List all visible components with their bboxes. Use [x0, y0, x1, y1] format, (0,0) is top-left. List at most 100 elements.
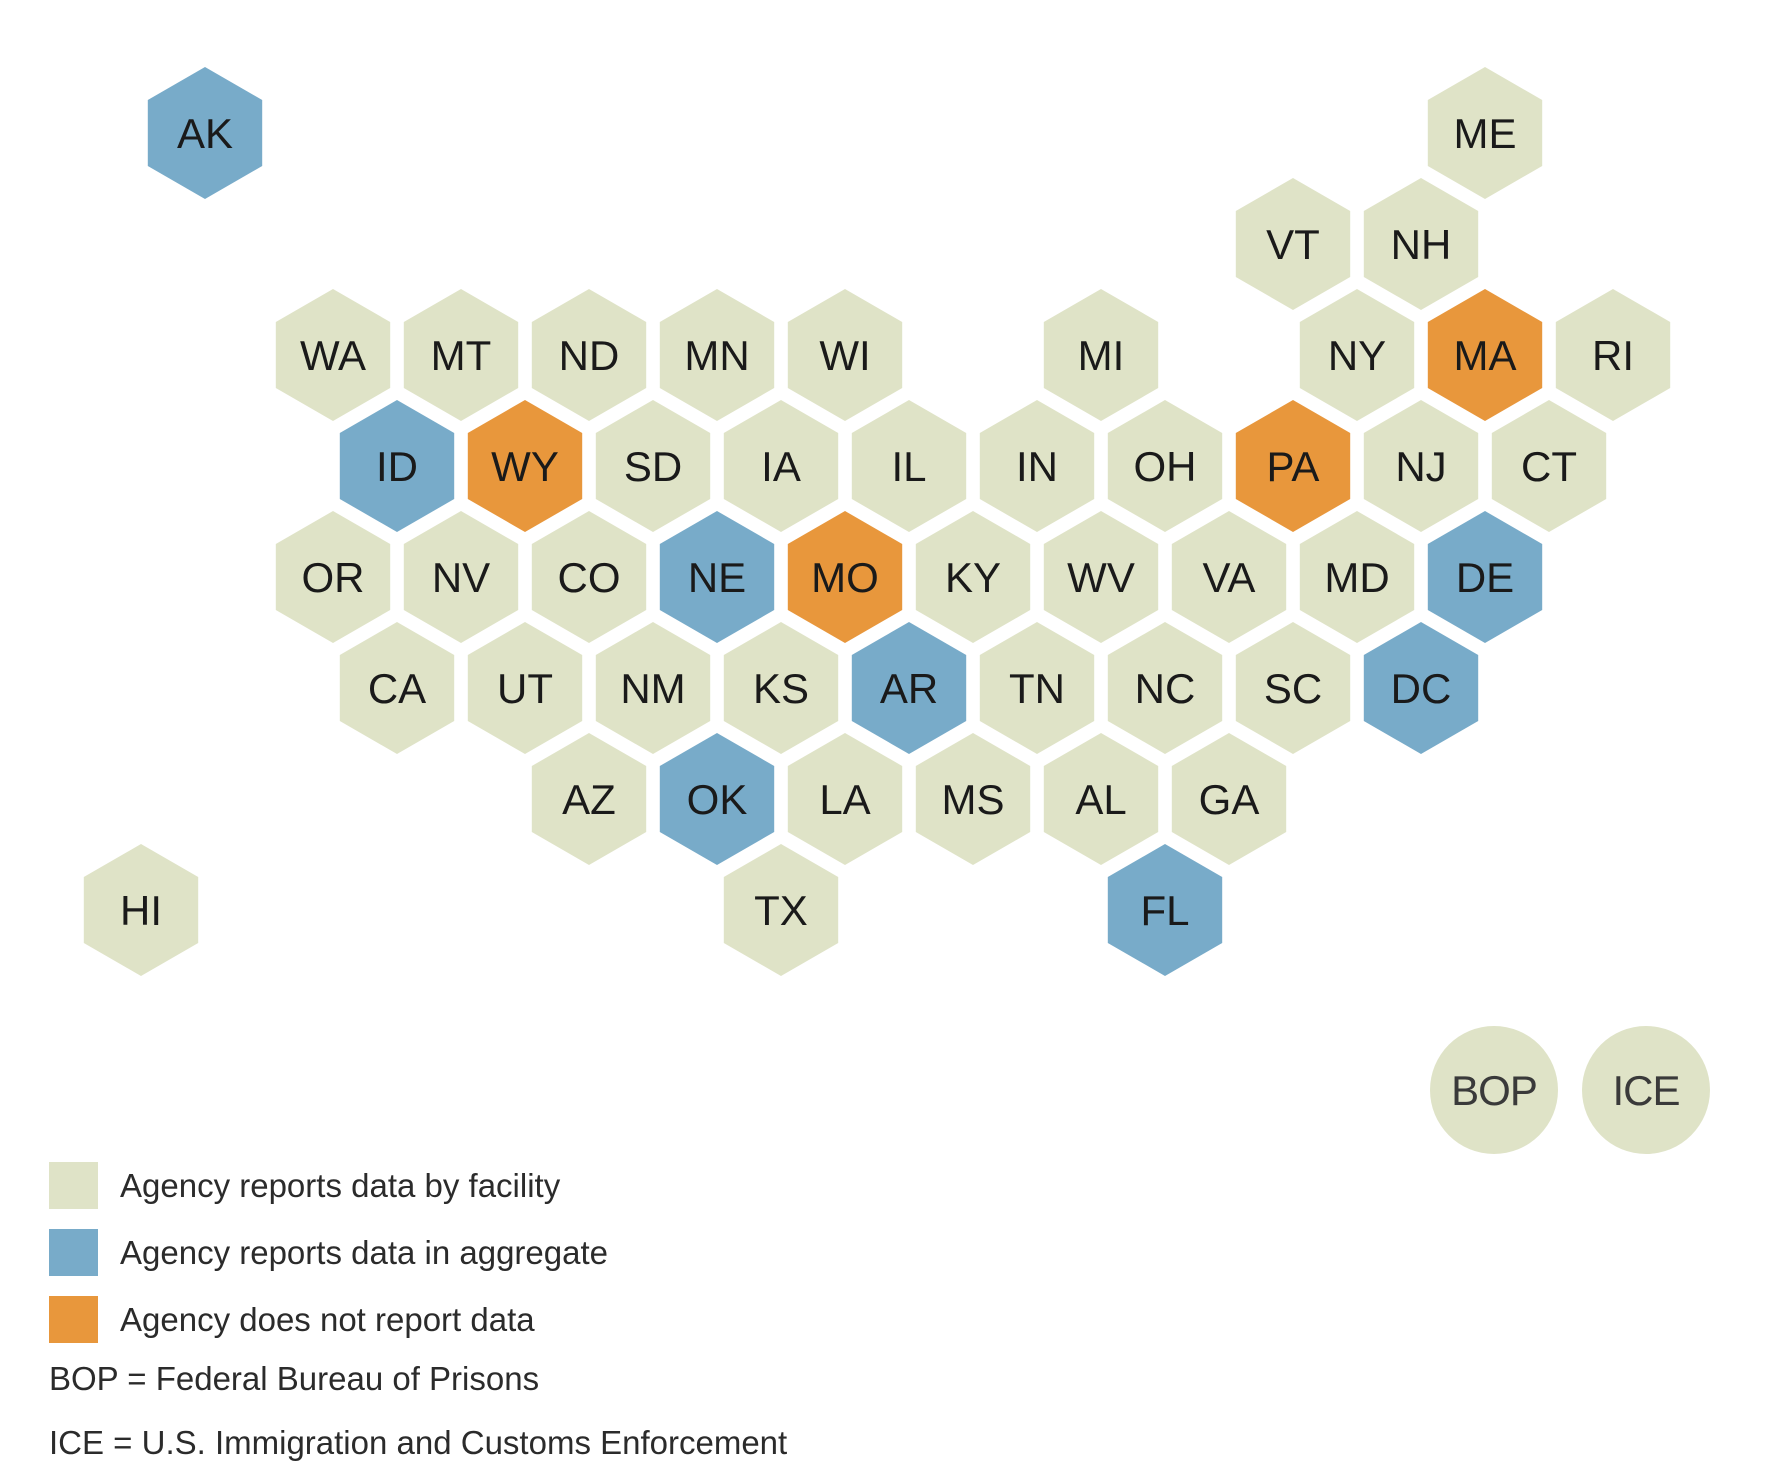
state-tile-me: ME: [1427, 67, 1543, 199]
state-hex-il: [851, 400, 967, 532]
state-hex-nc: [1107, 622, 1223, 754]
state-label-sd: SD: [624, 443, 682, 490]
state-label-pa: PA: [1267, 443, 1320, 490]
state-hex-ks: [723, 622, 839, 754]
state-hex-ky: [915, 511, 1031, 643]
state-tile-ms: MS: [915, 733, 1031, 865]
state-hex-nj: [1363, 400, 1479, 532]
state-label-nm: NM: [620, 665, 685, 712]
state-tile-az: AZ: [531, 733, 647, 865]
state-label-dc: DC: [1391, 665, 1452, 712]
state-hex-al: [1043, 733, 1159, 865]
state-label-mo: MO: [811, 554, 879, 601]
state-label-ar: AR: [880, 665, 938, 712]
state-tile-md: MD: [1299, 511, 1415, 643]
state-tile-de: DE: [1427, 511, 1543, 643]
state-label-tn: TN: [1009, 665, 1065, 712]
state-tile-mt: MT: [403, 289, 519, 421]
state-label-nd: ND: [559, 332, 620, 379]
state-hex-id: [339, 400, 455, 532]
state-tile-la: LA: [787, 733, 903, 865]
state-hex-fl: [1107, 844, 1223, 976]
state-label-ky: KY: [945, 554, 1001, 601]
state-label-ct: CT: [1521, 443, 1577, 490]
state-hex-mo: [787, 511, 903, 643]
state-label-ca: CA: [368, 665, 426, 712]
state-label-mt: MT: [431, 332, 492, 379]
state-tile-ne: NE: [659, 511, 775, 643]
state-hex-ga: [1171, 733, 1287, 865]
state-label-fl: FL: [1140, 887, 1189, 934]
state-hex-nv: [403, 511, 519, 643]
state-hex-ri: [1555, 289, 1671, 421]
state-hex-ak: [147, 67, 263, 199]
state-hex-va: [1171, 511, 1287, 643]
state-label-wv: WV: [1067, 554, 1135, 601]
state-tile-oh: OH: [1107, 400, 1223, 532]
state-tile-ga: GA: [1171, 733, 1287, 865]
state-hex-mi: [1043, 289, 1159, 421]
state-hex-sd: [595, 400, 711, 532]
state-hex-ar: [851, 622, 967, 754]
state-tile-nj: NJ: [1363, 400, 1479, 532]
state-label-ks: KS: [753, 665, 809, 712]
state-tile-ri: RI: [1555, 289, 1671, 421]
state-hex-ny: [1299, 289, 1415, 421]
state-tile-ny: NY: [1299, 289, 1415, 421]
state-tile-ky: KY: [915, 511, 1031, 643]
note-bop: BOP = Federal Bureau of Prisons: [49, 1360, 540, 1397]
state-hex-wv: [1043, 511, 1159, 643]
agency-circle-ice: ICE: [1582, 1026, 1710, 1154]
state-label-mi: MI: [1078, 332, 1125, 379]
state-hex-vt: [1235, 178, 1351, 310]
state-hex-wi: [787, 289, 903, 421]
state-tile-ct: CT: [1491, 400, 1607, 532]
state-tile-va: VA: [1171, 511, 1287, 643]
state-hex-az: [531, 733, 647, 865]
state-label-oh: OH: [1134, 443, 1197, 490]
state-label-md: MD: [1324, 554, 1389, 601]
state-tile-nm: NM: [595, 622, 711, 754]
state-hex-wy: [467, 400, 583, 532]
legend-item-none: Agency does not report data: [49, 1296, 535, 1343]
state-hex-ma: [1427, 289, 1543, 421]
state-tile-pa: PA: [1235, 400, 1351, 532]
state-hex-mn: [659, 289, 775, 421]
state-hex-de: [1427, 511, 1543, 643]
agency-label-bop: BOP: [1451, 1067, 1537, 1114]
state-tile-sd: SD: [595, 400, 711, 532]
state-hex-co: [531, 511, 647, 643]
state-hex-dc: [1363, 622, 1479, 754]
state-hex-ut: [467, 622, 583, 754]
state-tile-ia: IA: [723, 400, 839, 532]
state-tile-nc: NC: [1107, 622, 1223, 754]
note-ice: ICE = U.S. Immigration and Customs Enfor…: [49, 1424, 788, 1461]
agency-circle-shape-bop: [1430, 1026, 1558, 1154]
state-tile-dc: DC: [1363, 622, 1479, 754]
state-label-ny: NY: [1328, 332, 1386, 379]
state-label-tx: TX: [754, 887, 808, 934]
state-label-az: AZ: [562, 776, 616, 823]
state-tile-nh: NH: [1363, 178, 1479, 310]
state-tile-wi: WI: [787, 289, 903, 421]
state-hex-ct: [1491, 400, 1607, 532]
legend-item-facility: Agency reports data by facility: [49, 1162, 560, 1209]
state-label-nv: NV: [432, 554, 490, 601]
state-tile-il: IL: [851, 400, 967, 532]
state-hex-or: [275, 511, 391, 643]
state-label-ga: GA: [1199, 776, 1260, 823]
state-hex-wa: [275, 289, 391, 421]
state-tile-ok: OK: [659, 733, 775, 865]
state-label-ut: UT: [497, 665, 553, 712]
agency-label-ice: ICE: [1612, 1067, 1679, 1114]
state-label-co: CO: [558, 554, 621, 601]
legend-label-aggregate: Agency reports data in aggregate: [120, 1233, 608, 1271]
state-tile-nd: ND: [531, 289, 647, 421]
state-tile-or: OR: [275, 511, 391, 643]
state-tile-in: IN: [979, 400, 1095, 532]
state-tile-mi: MI: [1043, 289, 1159, 421]
state-tile-ak: AK: [147, 67, 263, 199]
state-label-va: VA: [1203, 554, 1256, 601]
state-label-wy: WY: [491, 443, 559, 490]
